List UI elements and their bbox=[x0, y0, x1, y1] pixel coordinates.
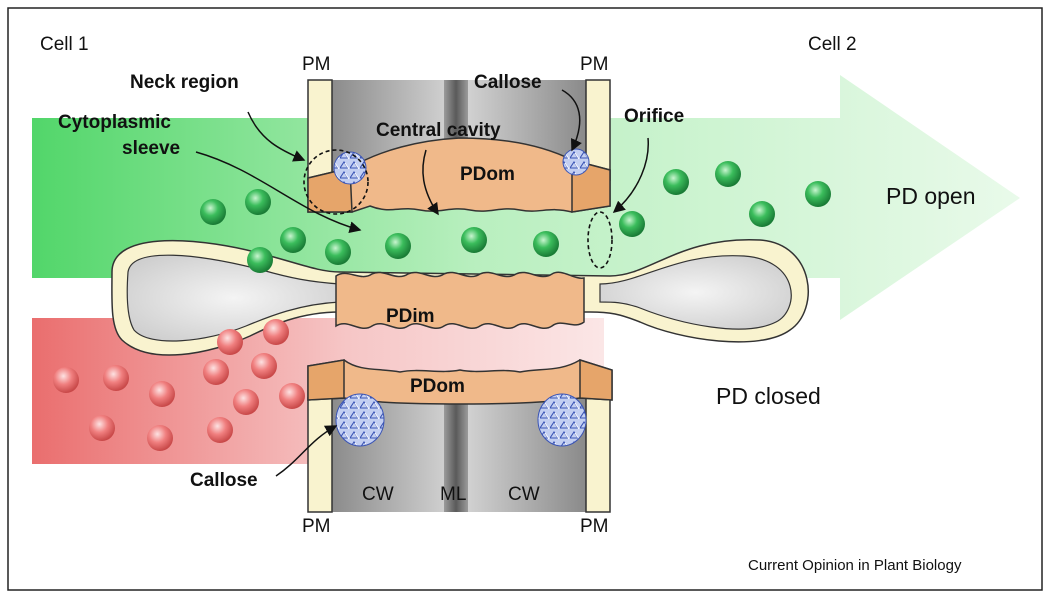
callose-top-left bbox=[333, 151, 367, 185]
orifice-label: Orifice bbox=[624, 106, 684, 127]
pointer-lines bbox=[195, 89, 649, 477]
pm-bottom-right-label: PM bbox=[580, 516, 609, 537]
cytoplasmic-sleeve-line2: sleeve bbox=[122, 138, 180, 159]
pdim-label: PDim bbox=[386, 306, 435, 327]
pd-open-label: PD open bbox=[886, 183, 976, 209]
cell2-label: Cell 2 bbox=[808, 34, 857, 55]
red-molecules bbox=[53, 319, 305, 451]
cw-left-label: CW bbox=[362, 484, 394, 505]
callose-bottom-left bbox=[335, 393, 385, 447]
neck-region-outline bbox=[303, 149, 369, 215]
pdom-bottom bbox=[307, 359, 613, 405]
pdom-top bbox=[307, 137, 611, 213]
cytoplasmic-sleeve-line1: Cytoplasmic bbox=[58, 112, 171, 133]
pd-closed-label: PD closed bbox=[716, 383, 821, 409]
pdom-bottom-label: PDom bbox=[410, 376, 465, 397]
green-molecules bbox=[200, 161, 831, 273]
cw-right-label: CW bbox=[508, 484, 540, 505]
neck-region-label: Neck region bbox=[130, 72, 239, 93]
bottom-cell-wall bbox=[307, 388, 611, 513]
pm-top-left-label: PM bbox=[302, 54, 331, 75]
pm-bottom-left-label: PM bbox=[302, 516, 331, 537]
credit-label: Current Opinion in Plant Biology bbox=[748, 557, 962, 574]
pdom-top-label: PDom bbox=[460, 164, 515, 185]
pm-top-right-label: PM bbox=[580, 54, 609, 75]
pdim bbox=[335, 271, 585, 329]
callose-bottom-label: Callose bbox=[190, 470, 258, 491]
callose-top-label: Callose bbox=[474, 72, 542, 93]
central-cavity-label: Central cavity bbox=[376, 120, 501, 141]
cell1-label: Cell 1 bbox=[40, 34, 89, 55]
ml-label: ML bbox=[440, 484, 466, 505]
orifice-outline bbox=[587, 211, 613, 269]
callose-top-right bbox=[562, 148, 590, 176]
callose-bottom-right bbox=[537, 393, 587, 447]
